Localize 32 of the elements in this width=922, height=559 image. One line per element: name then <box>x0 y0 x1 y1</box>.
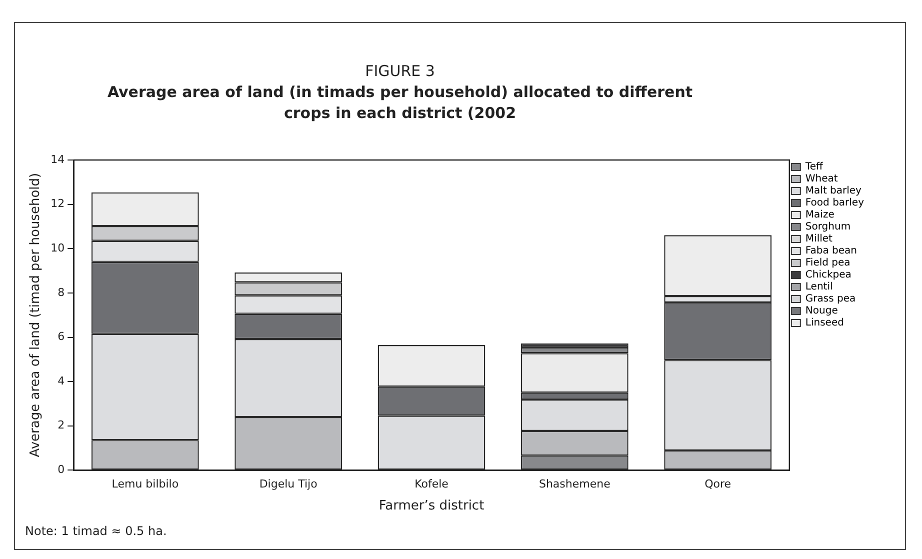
legend-label: Sorghum <box>805 222 851 233</box>
legend-label: Millet <box>805 234 833 245</box>
x-tick-label: Shashemene <box>538 478 611 491</box>
legend-label: Wheat <box>805 174 838 185</box>
y-tick-label: 0 <box>58 463 65 476</box>
x-axis-title: Farmer’s district <box>378 498 484 514</box>
y-tick-label: 6 <box>58 330 65 344</box>
x-tick-label: Digelu Tijo <box>259 478 318 491</box>
legend-label: Nouge <box>805 306 838 317</box>
legend-label: Grass pea <box>805 294 856 305</box>
legend-label: Malt barley <box>805 186 862 197</box>
y-tick-label: 10 <box>50 241 65 254</box>
y-tick-label: 2 <box>58 418 65 432</box>
legend-label: Field pea <box>805 258 850 269</box>
chart-title: FIGURE 3 <box>364 62 436 80</box>
legend-label: Teff <box>804 162 824 173</box>
legend-label: Chickpea <box>805 270 852 281</box>
y-axis-title: Average area of land (timad per household) <box>28 172 44 458</box>
x-tick-label: Lemu bilbilo <box>112 478 179 491</box>
legend-label: Maize <box>805 210 834 221</box>
x-tick-label: Kofele <box>414 478 449 491</box>
y-tick-label: 8 <box>58 286 65 299</box>
y-tick-label: 12 <box>50 197 65 210</box>
legend-label: Lentil <box>805 282 833 293</box>
legend-label: Food barley <box>805 198 864 209</box>
legend-label: Linseed <box>805 318 844 329</box>
chart-subtitle: Average area of land (in timads per household) allocated to different crops in each district (2002 <box>106 82 694 124</box>
text: Note: 1 timad ≈ 0.5 ha. <box>25 524 167 538</box>
legend-label: Faba bean <box>805 246 857 257</box>
y-tick-label: 14 <box>50 152 65 166</box>
y-tick-label: 4 <box>58 374 65 388</box>
x-tick-label: Qore <box>704 478 732 491</box>
